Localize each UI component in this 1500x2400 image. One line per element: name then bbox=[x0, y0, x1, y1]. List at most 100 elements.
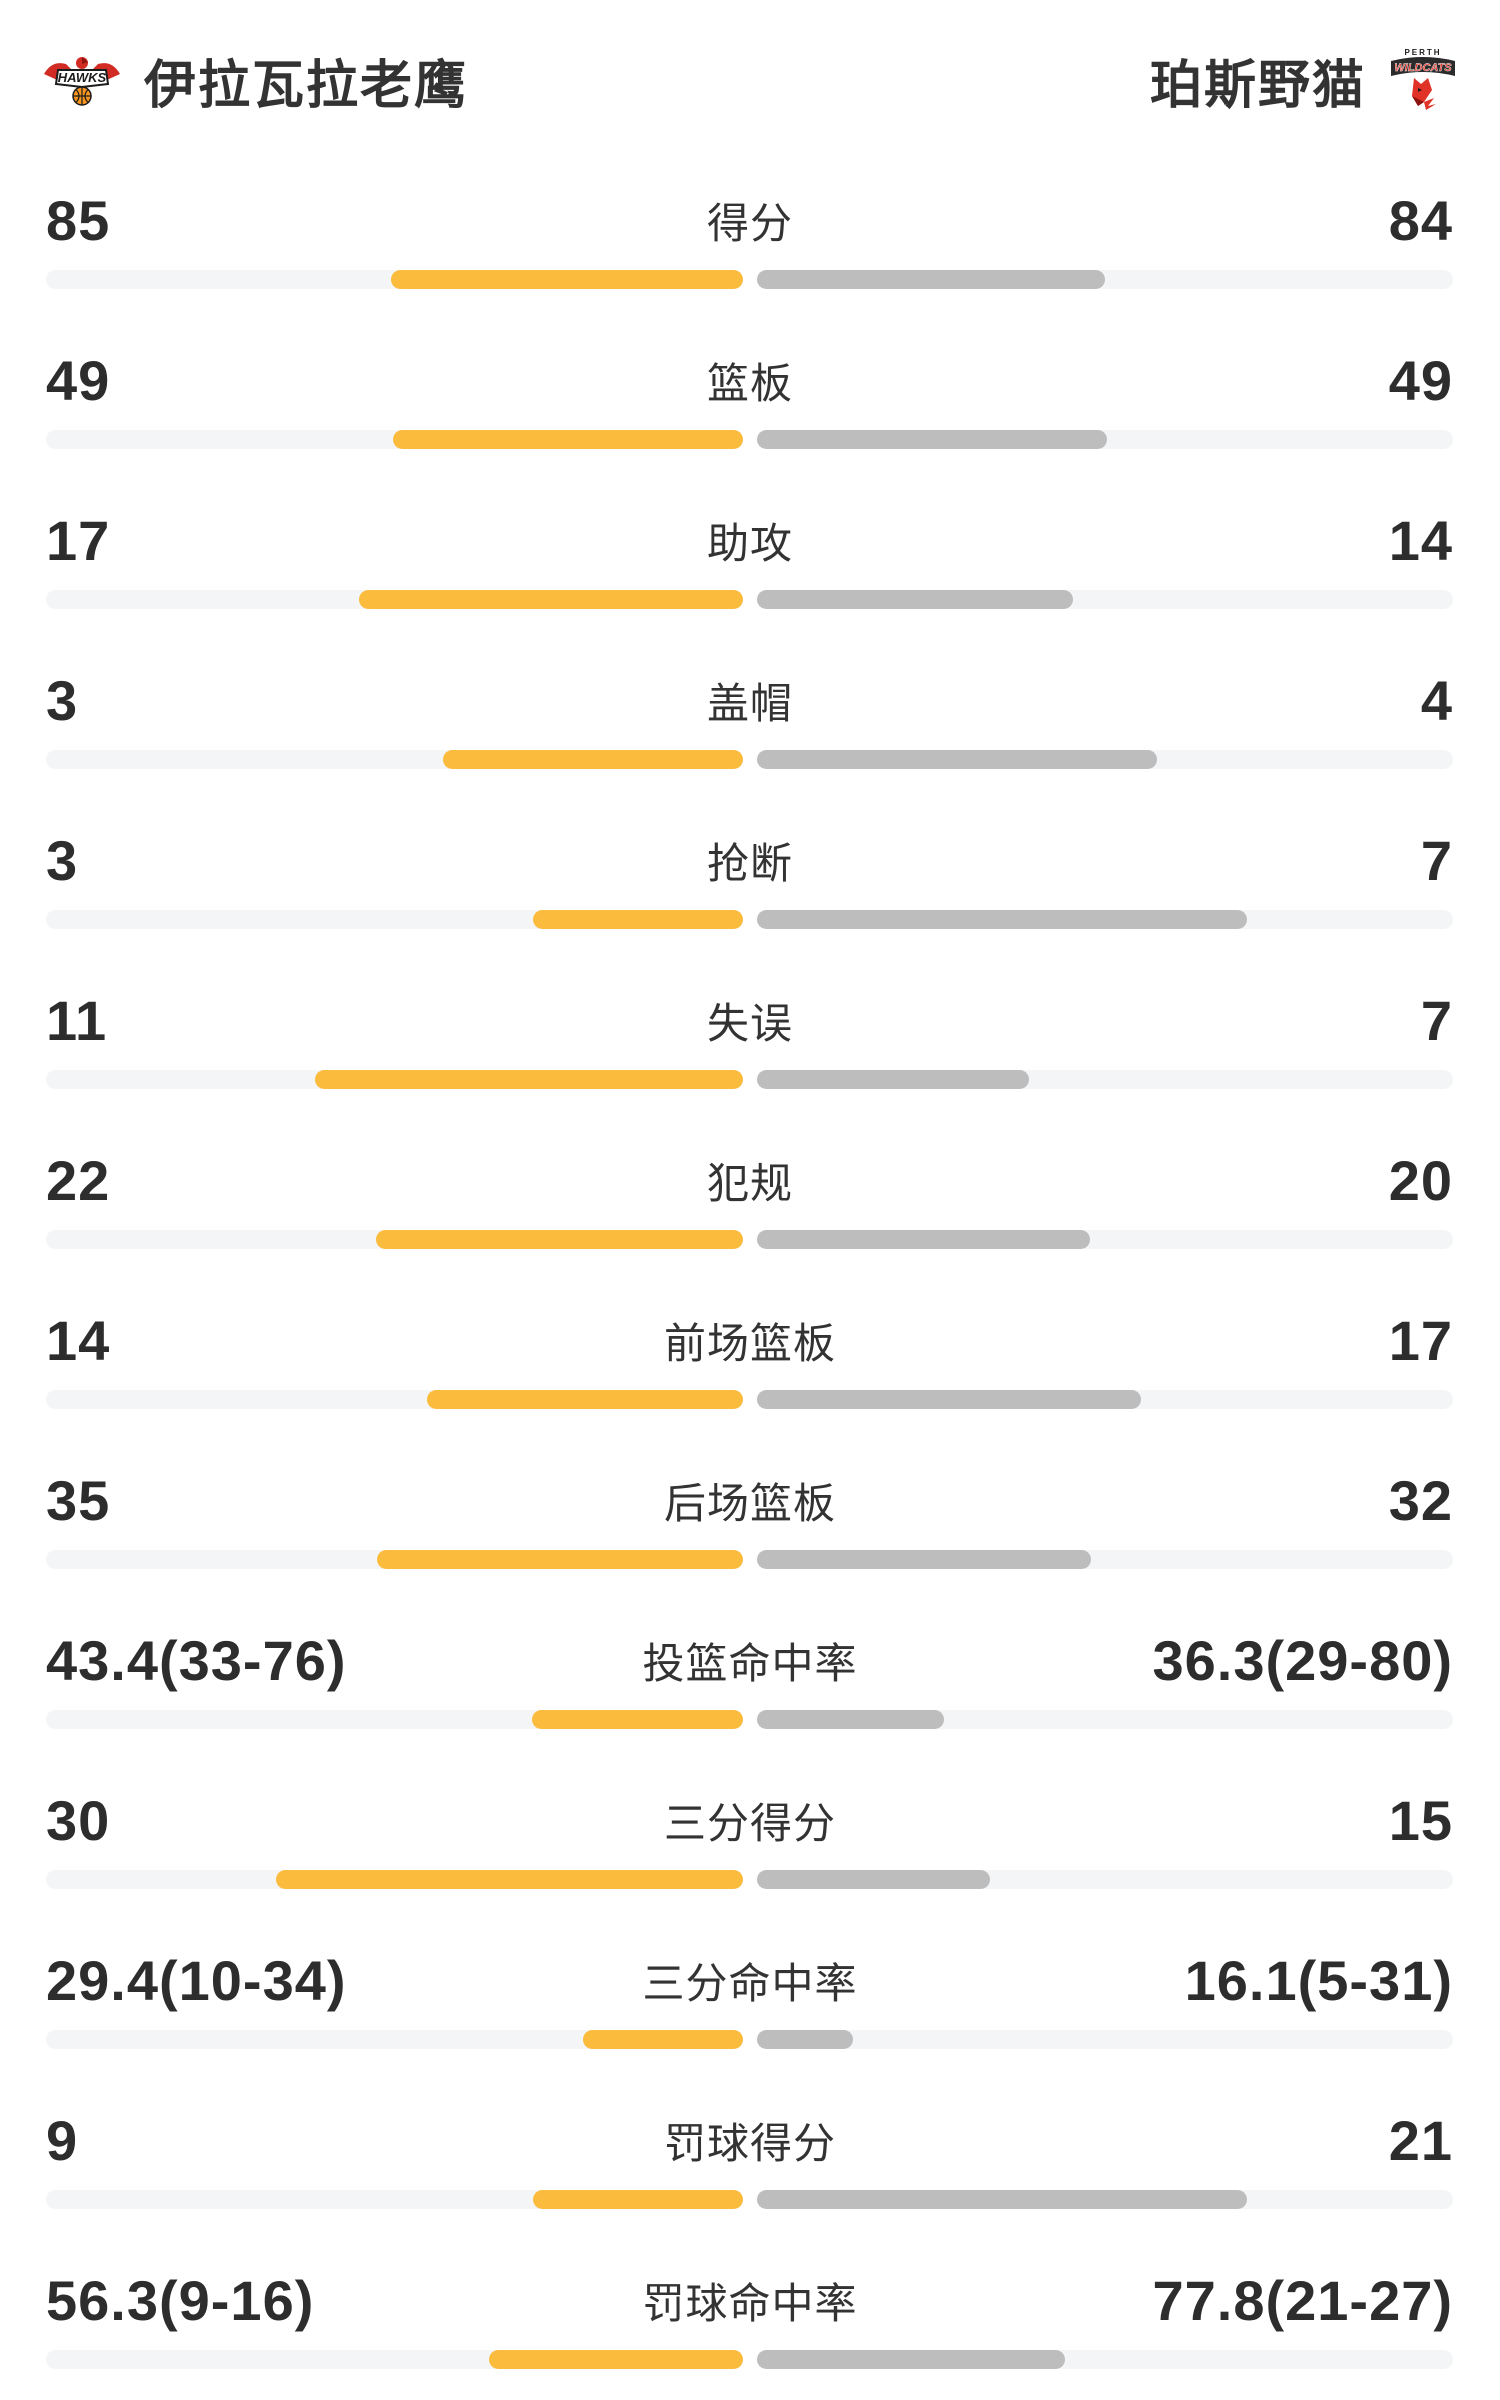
stat-label: 罚球得分 bbox=[663, 2119, 836, 2167]
stat-label: 后场篮板 bbox=[663, 1479, 836, 1527]
away-bar-track bbox=[757, 1230, 1453, 1249]
home-value: 17 bbox=[46, 508, 111, 572]
away-bar-fill bbox=[757, 2030, 853, 2049]
stat-row: 85 84 得分 bbox=[0, 160, 1500, 320]
away-bar-track bbox=[757, 1870, 1453, 1889]
stat-bars bbox=[46, 2190, 1453, 2209]
away-bar-track bbox=[757, 1070, 1453, 1089]
away-bar-track bbox=[757, 430, 1453, 449]
wildcats-logo-icon: PERTH WILDCATS bbox=[1388, 46, 1458, 114]
stat-label: 得分 bbox=[706, 199, 793, 247]
stat-bars bbox=[46, 910, 1453, 929]
home-bar-track bbox=[46, 1070, 743, 1089]
stat-label: 失误 bbox=[706, 999, 793, 1047]
away-value: 16.1(5-31) bbox=[1184, 1948, 1453, 2012]
home-bar-fill bbox=[276, 1870, 743, 1889]
away-bar-fill bbox=[757, 2190, 1247, 2209]
away-bar-fill bbox=[757, 1870, 990, 1889]
stat-bars bbox=[46, 1390, 1453, 1409]
away-value: 49 bbox=[1388, 348, 1453, 412]
away-value: 15 bbox=[1388, 1788, 1453, 1852]
stat-bars bbox=[46, 1550, 1453, 1569]
home-bar-track bbox=[46, 1870, 743, 1889]
away-bar-fill bbox=[757, 270, 1105, 289]
team-away: 珀斯野猫 PERTH WILDCATS bbox=[1150, 43, 1458, 118]
stat-bars bbox=[46, 590, 1453, 609]
home-value: 35 bbox=[46, 1468, 111, 1532]
stat-label: 罚球命中率 bbox=[642, 2279, 858, 2327]
home-bar-track bbox=[46, 590, 743, 609]
stat-bars bbox=[46, 2030, 1453, 2049]
away-value: 84 bbox=[1388, 188, 1453, 252]
home-value: 3 bbox=[46, 668, 79, 732]
stat-label: 三分命中率 bbox=[642, 1959, 858, 2007]
home-value: 30 bbox=[46, 1788, 111, 1852]
stat-bars bbox=[46, 750, 1453, 769]
away-bar-fill bbox=[757, 2350, 1065, 2369]
home-bar-fill bbox=[489, 2350, 743, 2369]
away-bar-track bbox=[757, 1710, 1453, 1729]
home-value: 49 bbox=[46, 348, 111, 412]
stat-values: 35 32 bbox=[46, 1440, 1453, 1560]
home-bar-track bbox=[46, 2350, 743, 2369]
team-away-name: 珀斯野猫 bbox=[1149, 56, 1366, 115]
home-value: 14 bbox=[46, 1308, 111, 1372]
away-value: 20 bbox=[1388, 1148, 1453, 1212]
away-bar-track bbox=[757, 590, 1453, 609]
stat-values: 11 7 bbox=[46, 960, 1453, 1080]
stat-row: 35 32 后场篮板 bbox=[0, 1440, 1500, 1600]
away-value: 36.3(29-80) bbox=[1152, 1628, 1453, 1692]
away-bar-track bbox=[757, 910, 1453, 929]
home-bar-fill bbox=[315, 1070, 743, 1089]
stat-row: 11 7 失误 bbox=[0, 960, 1500, 1120]
stat-label: 前场篮板 bbox=[663, 1319, 836, 1367]
stat-values: 30 15 bbox=[46, 1760, 1453, 1880]
stat-values: 9 21 bbox=[46, 2080, 1453, 2200]
home-value: 56.3(9-16) bbox=[46, 2268, 315, 2332]
away-value: 14 bbox=[1388, 508, 1453, 572]
stat-label: 三分得分 bbox=[663, 1799, 836, 1847]
home-bar-track bbox=[46, 270, 743, 289]
away-value: 7 bbox=[1420, 828, 1453, 892]
home-bar-fill bbox=[533, 910, 743, 929]
home-bar-track bbox=[46, 2030, 743, 2049]
home-value: 85 bbox=[46, 188, 111, 252]
stat-bars bbox=[46, 2350, 1453, 2369]
away-value: 77.8(21-27) bbox=[1152, 2268, 1453, 2332]
away-bar-track bbox=[757, 2030, 1453, 2049]
stat-values: 56.3(9-16) 77.8(21-27) bbox=[46, 2240, 1453, 2360]
stat-values: 14 17 bbox=[46, 1280, 1453, 1400]
home-bar-track bbox=[46, 1390, 743, 1409]
home-bar-track bbox=[46, 910, 743, 929]
team-home: HAWKS 伊拉瓦拉老鹰 bbox=[42, 43, 468, 118]
stat-values: 29.4(10-34) 16.1(5-31) bbox=[46, 1920, 1453, 2040]
stat-bars bbox=[46, 1230, 1453, 1249]
home-bar-fill bbox=[376, 1230, 743, 1249]
stat-row: 3 7 抢断 bbox=[0, 800, 1500, 960]
stats-list: 85 84 得分 49 49 篮板 17 14 助攻 3 4 盖帽 3 7 抢断 11 7 失误 22 20 犯规 14 1… bbox=[0, 160, 1500, 2400]
stat-bars bbox=[46, 1870, 1453, 1889]
stat-row: 56.3(9-16) 77.8(21-27) 罚球命中率 bbox=[0, 2240, 1500, 2400]
away-bar-fill bbox=[757, 750, 1157, 769]
stat-row: 3 4 盖帽 bbox=[0, 640, 1500, 800]
home-bar-fill bbox=[377, 1550, 743, 1569]
home-bar-fill bbox=[443, 750, 743, 769]
home-value: 11 bbox=[46, 988, 108, 1052]
home-bar-track bbox=[46, 1230, 743, 1249]
stat-label: 抢断 bbox=[706, 839, 793, 887]
away-bar-fill bbox=[757, 1230, 1090, 1249]
away-value: 21 bbox=[1388, 2108, 1453, 2172]
stat-bars bbox=[46, 1710, 1453, 1729]
home-bar-track bbox=[46, 1710, 743, 1729]
away-value: 7 bbox=[1420, 988, 1453, 1052]
away-bar-fill bbox=[757, 1070, 1029, 1089]
home-bar-fill bbox=[393, 430, 743, 449]
home-bar-fill bbox=[532, 1710, 743, 1729]
stat-values: 22 20 bbox=[46, 1120, 1453, 1240]
away-bar-fill bbox=[757, 590, 1073, 609]
stat-row: 43.4(33-76) 36.3(29-80) 投篮命中率 bbox=[0, 1600, 1500, 1760]
stat-row: 17 14 助攻 bbox=[0, 480, 1500, 640]
hawks-logo-text: HAWKS bbox=[58, 70, 107, 85]
away-bar-track bbox=[757, 2190, 1453, 2209]
